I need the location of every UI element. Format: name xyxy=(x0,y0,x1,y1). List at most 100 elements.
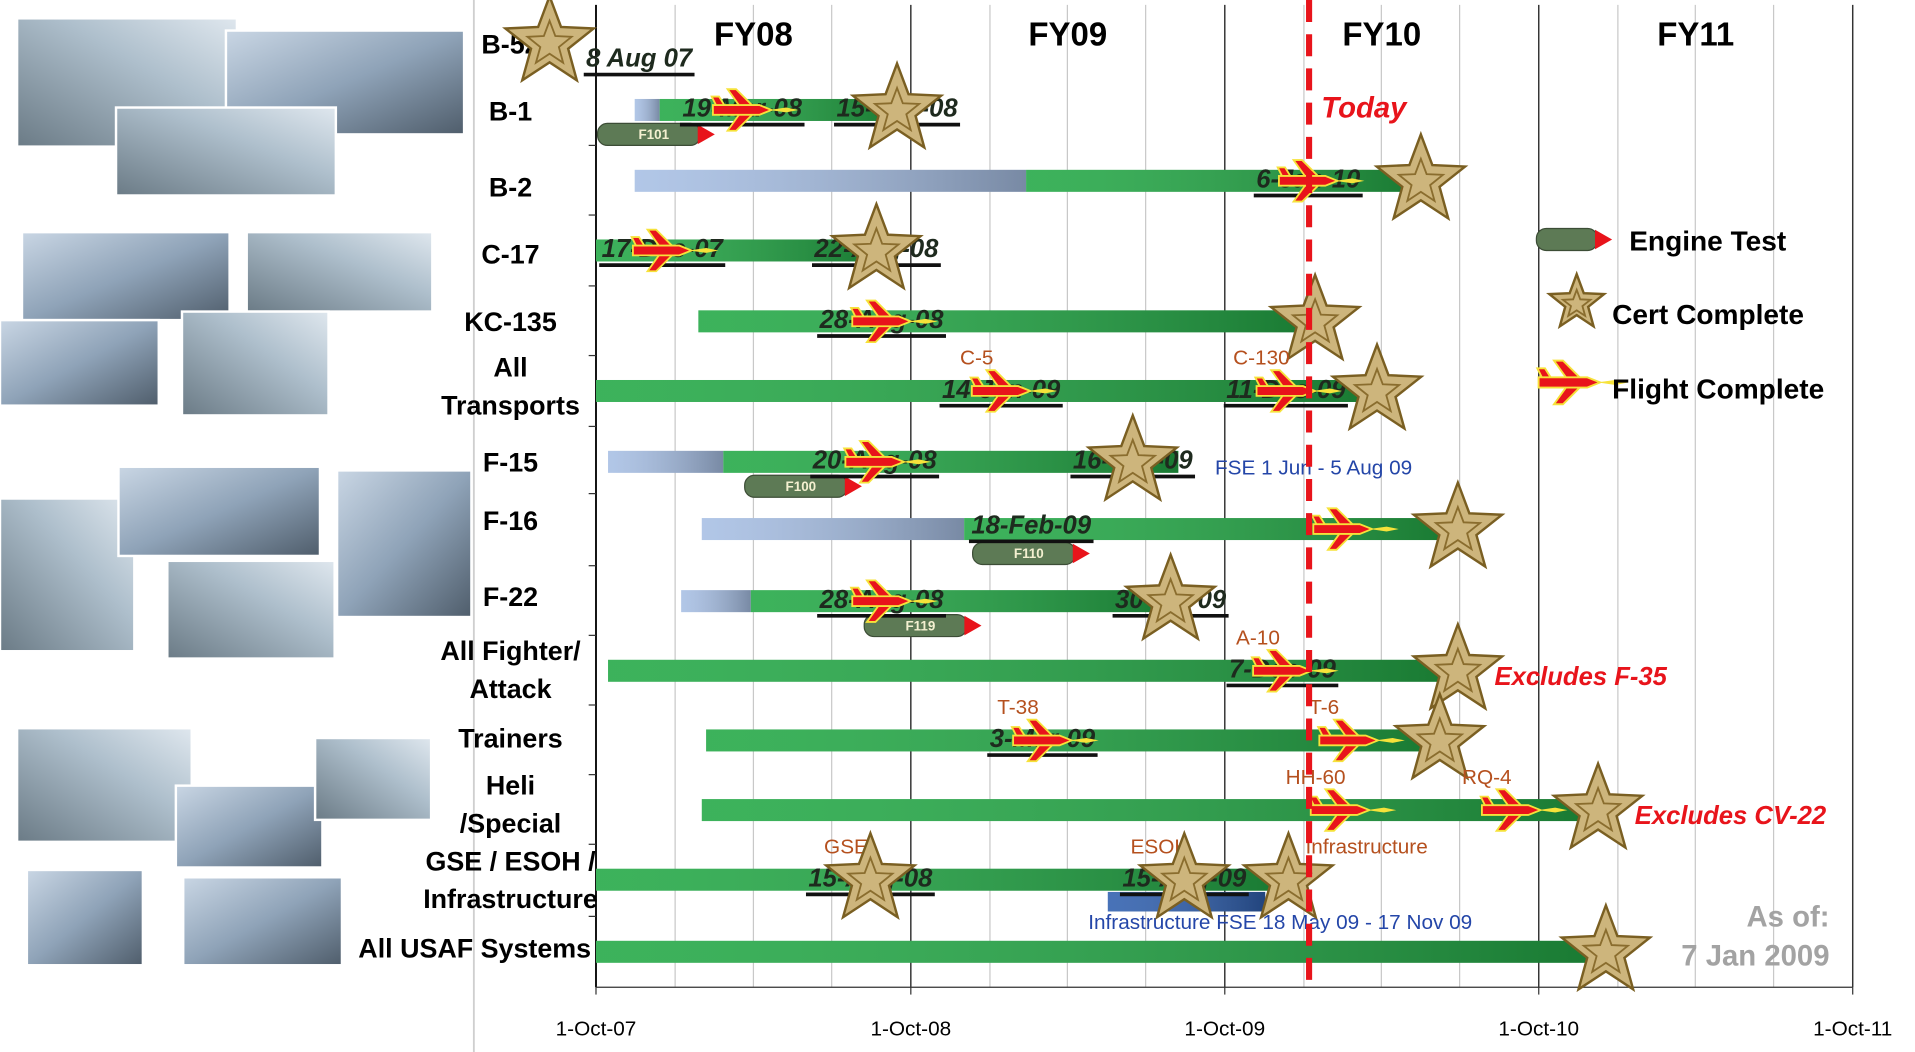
schedule-bar xyxy=(595,940,1606,963)
as-of: 7 Jan 2009 xyxy=(1681,940,1829,973)
row-note: FSE 1 Jun - 5 Aug 09 xyxy=(1215,457,1412,480)
star-inner xyxy=(1108,437,1158,485)
star-body xyxy=(1410,620,1506,712)
row-label: KC-135 xyxy=(464,307,557,337)
jet-body xyxy=(632,244,695,257)
x-tick-label: 1-Oct-09 xyxy=(1184,1017,1265,1040)
jet-body xyxy=(1012,734,1075,747)
cert-star xyxy=(1123,551,1219,642)
engine-label: F101 xyxy=(638,127,669,142)
flight-complete xyxy=(1308,788,1397,832)
flight-complete xyxy=(969,369,1058,413)
legend-label: Cert Complete xyxy=(1612,299,1804,330)
star-body xyxy=(1329,341,1425,432)
star-inner xyxy=(1581,927,1631,974)
date-label: 8 Aug 07 xyxy=(586,45,694,73)
star-inner xyxy=(1159,855,1209,902)
jet-glow xyxy=(689,248,719,253)
x-tick-label: 1-Oct-07 xyxy=(556,1017,637,1040)
star-body xyxy=(829,200,924,291)
cert-star xyxy=(822,829,918,921)
star-body xyxy=(1123,551,1219,642)
event-name: A-10 xyxy=(1236,627,1280,650)
event-name: C-130 xyxy=(1233,347,1290,370)
cert-star xyxy=(829,200,924,291)
cert-star xyxy=(1240,829,1336,921)
jet-glow xyxy=(769,107,799,113)
jet-glow xyxy=(1028,388,1058,394)
star-body xyxy=(1558,901,1654,993)
flight-complete xyxy=(849,579,938,623)
event-name: T-6 xyxy=(1309,696,1339,719)
cert-star xyxy=(1558,901,1654,993)
star-body xyxy=(822,829,918,921)
pre-bar xyxy=(681,590,751,613)
flight-complete xyxy=(710,88,799,132)
cert-star xyxy=(1546,270,1608,330)
date-label: 18-Feb-09 xyxy=(971,511,1091,539)
row-label: GSE / ESOH / xyxy=(425,846,596,876)
event-name: HH-60 xyxy=(1286,766,1346,789)
aircraft-photo xyxy=(15,726,193,844)
star-inner xyxy=(1290,296,1340,344)
star-body xyxy=(1085,411,1181,503)
flight-complete xyxy=(1535,359,1629,406)
engine-test: F110 xyxy=(972,541,1090,566)
row-note: Excludes F-35 xyxy=(1495,663,1668,691)
cert-star xyxy=(1085,411,1181,503)
row-label: Attack xyxy=(469,674,551,704)
aircraft-photo xyxy=(313,736,433,822)
cert-star xyxy=(1136,829,1232,921)
cert-star xyxy=(1410,479,1506,570)
flight-complete xyxy=(842,440,931,484)
aircraft-photo xyxy=(114,106,338,197)
schedule-bar xyxy=(698,310,1316,333)
row-note: Excludes CV-22 xyxy=(1635,802,1826,830)
engine-tip xyxy=(1072,543,1090,564)
as-of: As of: xyxy=(1747,901,1830,934)
jet-body xyxy=(851,595,914,607)
star-inner xyxy=(1560,287,1593,318)
flight-complete xyxy=(849,299,938,344)
pre-bar xyxy=(608,450,724,473)
jet-body xyxy=(1309,804,1372,816)
pre-bar xyxy=(634,169,1027,192)
x-tick-label: 1-Oct-08 xyxy=(870,1017,951,1040)
row-label: All USAF Systems xyxy=(358,934,591,964)
engine-tip xyxy=(1595,229,1613,250)
aircraft-photo xyxy=(181,876,344,967)
jet-wing xyxy=(1552,385,1584,406)
row-label: B-1 xyxy=(489,97,532,127)
jet-glow xyxy=(908,598,938,604)
flight-complete xyxy=(1010,718,1099,763)
event-name: Infrastructure xyxy=(1306,835,1428,858)
row-label: F-16 xyxy=(483,506,538,536)
engine-test xyxy=(1535,227,1613,252)
aircraft-photos xyxy=(0,17,473,967)
legend-label: Flight Complete xyxy=(1612,373,1824,404)
engine-test: F101 xyxy=(596,122,715,147)
star-body xyxy=(502,0,597,84)
star-body xyxy=(849,60,945,151)
engine-tip xyxy=(964,615,982,636)
jet-body xyxy=(1480,804,1544,816)
jet-glow xyxy=(1335,178,1365,184)
jet-glow xyxy=(1597,379,1629,386)
star-body xyxy=(1546,270,1608,330)
fse-note: Infrastructure FSE 18 May 09 - 17 Nov 09 xyxy=(1088,911,1472,934)
aircraft-photo xyxy=(0,497,136,653)
aircraft-photo xyxy=(0,318,160,407)
jet-glow xyxy=(1069,737,1099,743)
cert-star xyxy=(1329,341,1425,432)
engine-tip xyxy=(697,124,715,145)
aircraft-photo xyxy=(117,465,322,558)
jet-glow xyxy=(1538,807,1568,813)
jet-glow xyxy=(1312,388,1343,394)
star-inner xyxy=(1396,156,1446,203)
engine-label: F100 xyxy=(786,479,817,494)
flight-complete xyxy=(1250,649,1339,693)
star-inner xyxy=(1415,715,1465,763)
aircraft-photo xyxy=(245,230,434,313)
aircraft-photo xyxy=(20,230,231,322)
aircraft-photo xyxy=(166,559,336,660)
